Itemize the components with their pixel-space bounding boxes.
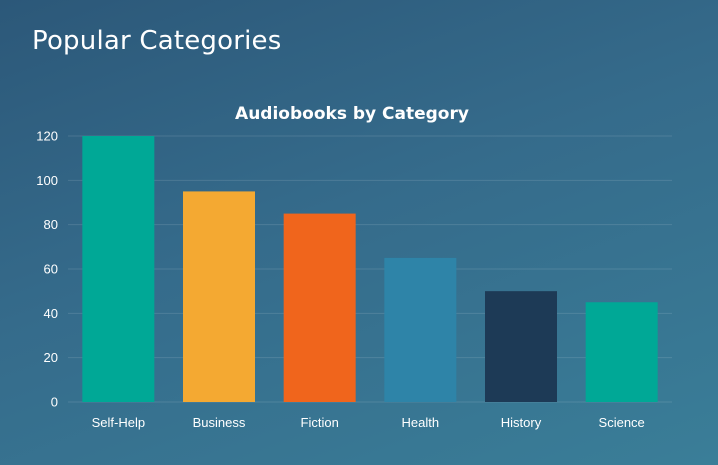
bar-self-help[interactable] xyxy=(82,136,155,402)
x-tick-label: Health xyxy=(402,415,440,430)
page-title: Popular Categories xyxy=(32,26,282,56)
bar-history[interactable] xyxy=(485,291,557,402)
bar-health[interactable] xyxy=(384,257,457,402)
y-axis: 0 20 40 60 80 100 120 xyxy=(36,129,58,410)
chart-bars xyxy=(82,136,658,402)
x-tick-label: Fiction xyxy=(301,415,339,430)
chart-title: Audiobooks by Category xyxy=(235,104,469,124)
bar-business[interactable] xyxy=(183,191,255,402)
y-tick-label: 0 xyxy=(51,395,58,410)
bar-science[interactable] xyxy=(585,302,658,402)
y-tick-label: 100 xyxy=(36,173,58,188)
chart-grid xyxy=(68,135,672,403)
y-tick-label: 80 xyxy=(44,217,58,232)
x-tick-label: Science xyxy=(599,415,645,430)
y-tick-label: 20 xyxy=(44,350,58,365)
bar-fiction[interactable] xyxy=(283,213,356,402)
x-tick-label: Business xyxy=(193,415,246,430)
x-tick-label: Self-Help xyxy=(92,415,145,430)
y-tick-label: 120 xyxy=(36,129,58,144)
y-tick-label: 60 xyxy=(44,262,58,277)
x-tick-label: History xyxy=(501,415,542,430)
y-tick-label: 40 xyxy=(44,306,58,321)
x-axis: Self-Help Business Fiction Health History Sci… xyxy=(92,415,645,430)
